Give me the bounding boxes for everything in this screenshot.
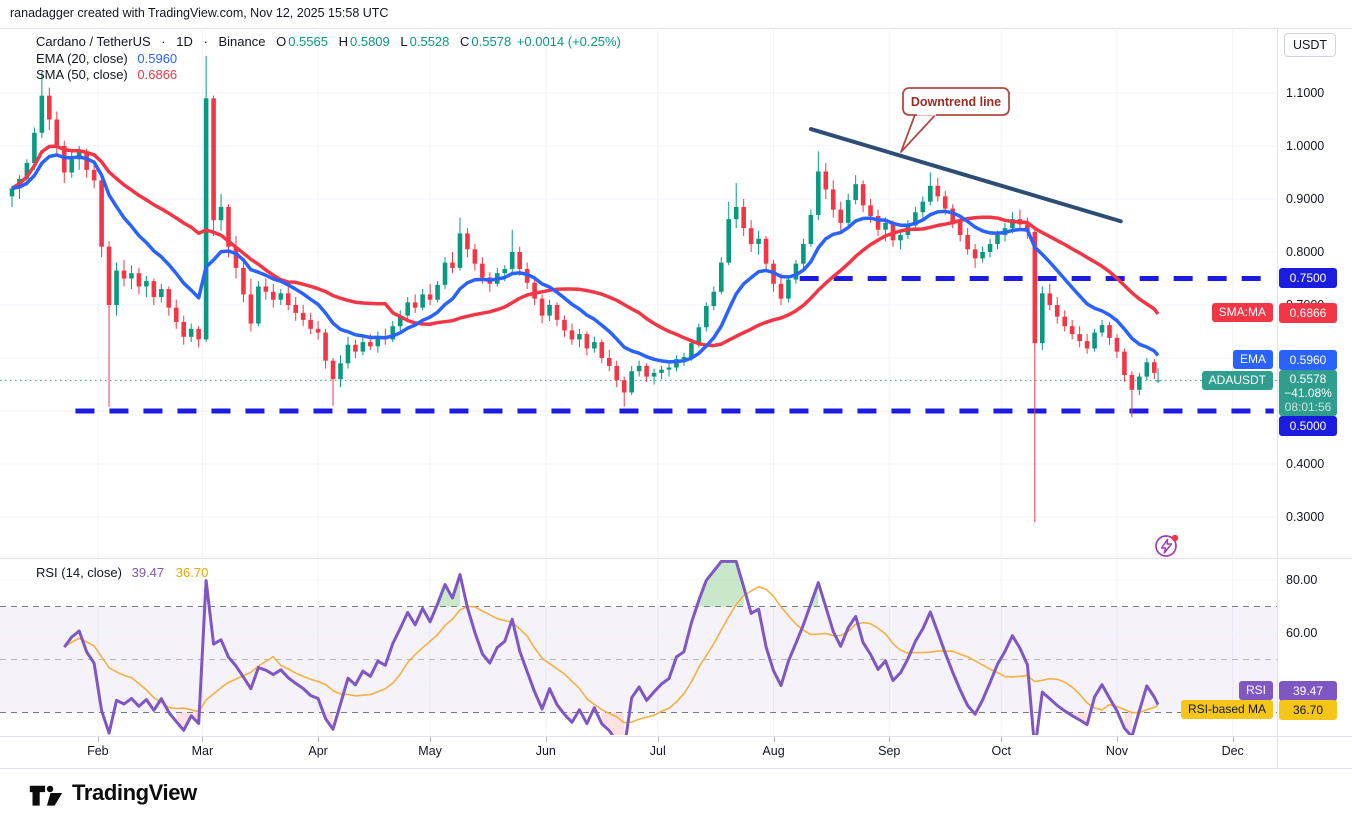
rsi-pane-canvas[interactable] xyxy=(0,560,1277,735)
price-axis-border xyxy=(1277,28,1278,768)
low-letter: L xyxy=(400,34,408,49)
sma-50-line xyxy=(11,144,1160,348)
resistance-price-badge: 0.7500 xyxy=(1279,268,1337,288)
time-axis-border xyxy=(0,736,1352,737)
sma-legend-row[interactable]: SMA (50, close) 0.6866 xyxy=(36,67,177,82)
rsi-legend-row[interactable]: RSI (14, close) 39.47 36.70 xyxy=(36,565,208,580)
rsi-axis-value: 39.47 xyxy=(1279,681,1337,701)
month-label: Nov xyxy=(1105,744,1129,758)
time-axis-tick xyxy=(202,737,204,742)
tradingview-logo[interactable]: TradingView xyxy=(28,780,197,806)
rsi-label: RSI (14, close) xyxy=(36,565,122,580)
time-axis-tick xyxy=(318,737,320,742)
svg-text:Downtrend line: Downtrend line xyxy=(911,95,1001,109)
rsi-ma-line xyxy=(63,586,1159,724)
time-axis-tick xyxy=(889,737,891,742)
support-price-badge: 0.5000 xyxy=(1279,416,1337,436)
open-letter: O xyxy=(276,34,287,49)
change-value: +0.0014 (+0.25%) xyxy=(516,34,621,49)
tradingview-wordmark: TradingView xyxy=(72,780,197,805)
month-label: Mar xyxy=(191,744,214,758)
price-tick: 1.1000 xyxy=(1286,86,1325,100)
month-label: Sep xyxy=(878,744,901,758)
ema-axis-value: 0.5960 xyxy=(1279,350,1337,370)
pane-separator[interactable] xyxy=(0,558,1352,559)
time-axis-tick xyxy=(545,737,547,742)
attribution-text: ranadagger created with TradingView.com,… xyxy=(10,6,389,20)
last-price-change: −41.08% xyxy=(1284,386,1332,400)
high-value: 0.5809 xyxy=(350,34,390,49)
rsi-axis-tag: RSI xyxy=(1238,681,1273,700)
price-tick: 1.0000 xyxy=(1286,139,1325,153)
time-axis-tick xyxy=(97,737,99,742)
chart-bottom-border xyxy=(0,768,1352,769)
last-price-badge: 0.5578 −41.08% 08:01:56 xyxy=(1279,370,1337,416)
price-tick: 0.9000 xyxy=(1286,192,1325,206)
high-letter: H xyxy=(338,34,348,49)
downtrend-trendline xyxy=(808,127,1123,224)
sma-value: 0.6866 xyxy=(137,67,178,82)
interval-label: 1D xyxy=(176,34,193,49)
close-value: 0.5578 xyxy=(471,34,512,49)
month-label: Apr xyxy=(308,744,328,758)
lightning-icon[interactable] xyxy=(1153,532,1181,560)
time-axis-tick xyxy=(773,737,775,742)
symbol-title: Cardano / TetherUS xyxy=(36,34,151,49)
exchange-label: Binance xyxy=(218,34,266,49)
ema-label: EMA (20, close) xyxy=(36,51,128,66)
chart-top-border xyxy=(0,28,1352,29)
symbol-legend-row[interactable]: Cardano / TetherUS · 1D · Binance O 0.556… xyxy=(36,34,621,49)
month-label: Feb xyxy=(87,744,109,758)
open-value: 0.5565 xyxy=(288,34,328,49)
time-axis-tick xyxy=(1232,737,1234,742)
month-label: Oct xyxy=(991,744,1011,758)
ema-value: 0.5960 xyxy=(137,51,178,66)
ema-legend-row[interactable]: EMA (20, close) 0.5960 xyxy=(36,51,177,66)
rsi-ma-axis-value: 36.70 xyxy=(1279,700,1337,720)
month-label: May xyxy=(418,744,442,758)
rsi-value: 39.47 xyxy=(131,565,165,580)
close-letter: C xyxy=(460,34,470,49)
bar-countdown: 08:01:56 xyxy=(1284,400,1332,414)
month-label: Aug xyxy=(762,744,785,758)
month-label: Jul xyxy=(649,744,666,758)
time-axis-tick xyxy=(1001,737,1003,742)
candlesticks xyxy=(9,55,1161,523)
ema-axis-tag: EMA xyxy=(1232,350,1273,369)
tradingview-mark-icon xyxy=(29,785,63,806)
sma-axis-tag: SMA:MA xyxy=(1211,303,1273,322)
price-tick: 0.8000 xyxy=(1286,245,1325,259)
rsi-tick: 60.00 xyxy=(1286,626,1318,640)
price-tick: 0.4000 xyxy=(1286,457,1325,471)
time-axis-tick xyxy=(1116,737,1118,742)
sma-axis-value: 0.6866 xyxy=(1279,303,1337,323)
downtrend-annotation: Downtrend line xyxy=(900,87,1010,153)
price-pane-canvas[interactable]: Downtrend line xyxy=(0,28,1277,558)
sma-label: SMA (50, close) xyxy=(36,67,128,82)
symbol-axis-tag: ADAUSDT xyxy=(1201,371,1273,390)
month-label: Jun xyxy=(535,744,556,758)
low-value: 0.5528 xyxy=(409,34,450,49)
month-label: Dec xyxy=(1221,744,1244,758)
currency-toggle-button[interactable]: USDT xyxy=(1284,33,1336,57)
last-price-value: 0.5578 xyxy=(1289,372,1327,386)
time-axis-tick xyxy=(657,737,659,742)
rsi-line xyxy=(63,560,1160,735)
sep: · xyxy=(203,34,208,49)
sep: · xyxy=(161,34,166,49)
rsi-tick: 80.00 xyxy=(1286,573,1318,587)
ema-20-line xyxy=(11,153,1160,364)
rsi-ma-axis-tag: RSI-based MA xyxy=(1180,700,1273,719)
rsi-ma-value: 36.70 xyxy=(175,565,209,580)
price-tick: 0.3000 xyxy=(1286,510,1325,524)
time-axis-tick xyxy=(430,737,432,742)
